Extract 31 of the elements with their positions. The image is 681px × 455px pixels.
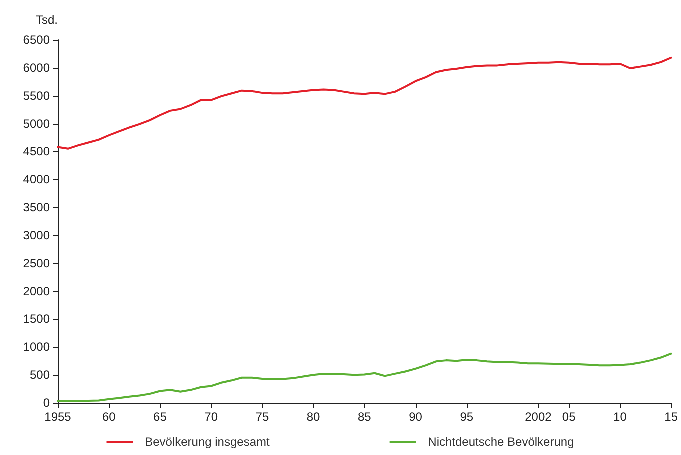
y-tick-label: 2000 <box>23 284 50 298</box>
x-tick-label: 65 <box>154 410 168 424</box>
y-tick-label: 3500 <box>23 200 50 215</box>
y-tick-label: 3000 <box>23 228 50 242</box>
y-tick-label: 5500 <box>23 88 50 103</box>
y-tick-label: 5000 <box>23 116 50 131</box>
y-tick-label: 4500 <box>23 144 50 159</box>
x-tick-label: 10 <box>614 410 628 424</box>
y-tick-label: 4000 <box>23 172 50 187</box>
y-tick-label: 1000 <box>23 340 50 354</box>
x-tick-label: 90 <box>409 410 423 424</box>
x-tick-label: 95 <box>460 410 474 424</box>
y-tick-label: 500 <box>30 368 50 382</box>
x-tick-label: 15 <box>664 410 678 424</box>
y-axis-title: Tsd. <box>36 13 58 27</box>
y-tick-label: 0 <box>43 396 50 410</box>
y-tick-label: 1500 <box>23 312 50 326</box>
x-tick-label: 85 <box>358 410 372 424</box>
x-tick-label: 60 <box>102 410 116 424</box>
y-tick-label: 6000 <box>23 60 50 75</box>
x-tick-label: 1955 <box>44 410 72 424</box>
x-tick-label: 05 <box>562 410 576 424</box>
line-series <box>57 56 672 150</box>
x-tick-label: 80 <box>306 410 321 424</box>
legend-label: Nichtdeutsche Bevölkerung <box>428 435 574 449</box>
legend-label: Bevölkerung insgesamt <box>145 435 270 449</box>
x-tick-label: 75 <box>256 410 270 424</box>
x-tick-label: 2002 <box>525 410 552 424</box>
y-tick-label: 2500 <box>23 256 50 270</box>
x-tick-label: 70 <box>204 410 218 424</box>
y-tick-label: 6500 <box>23 33 50 47</box>
